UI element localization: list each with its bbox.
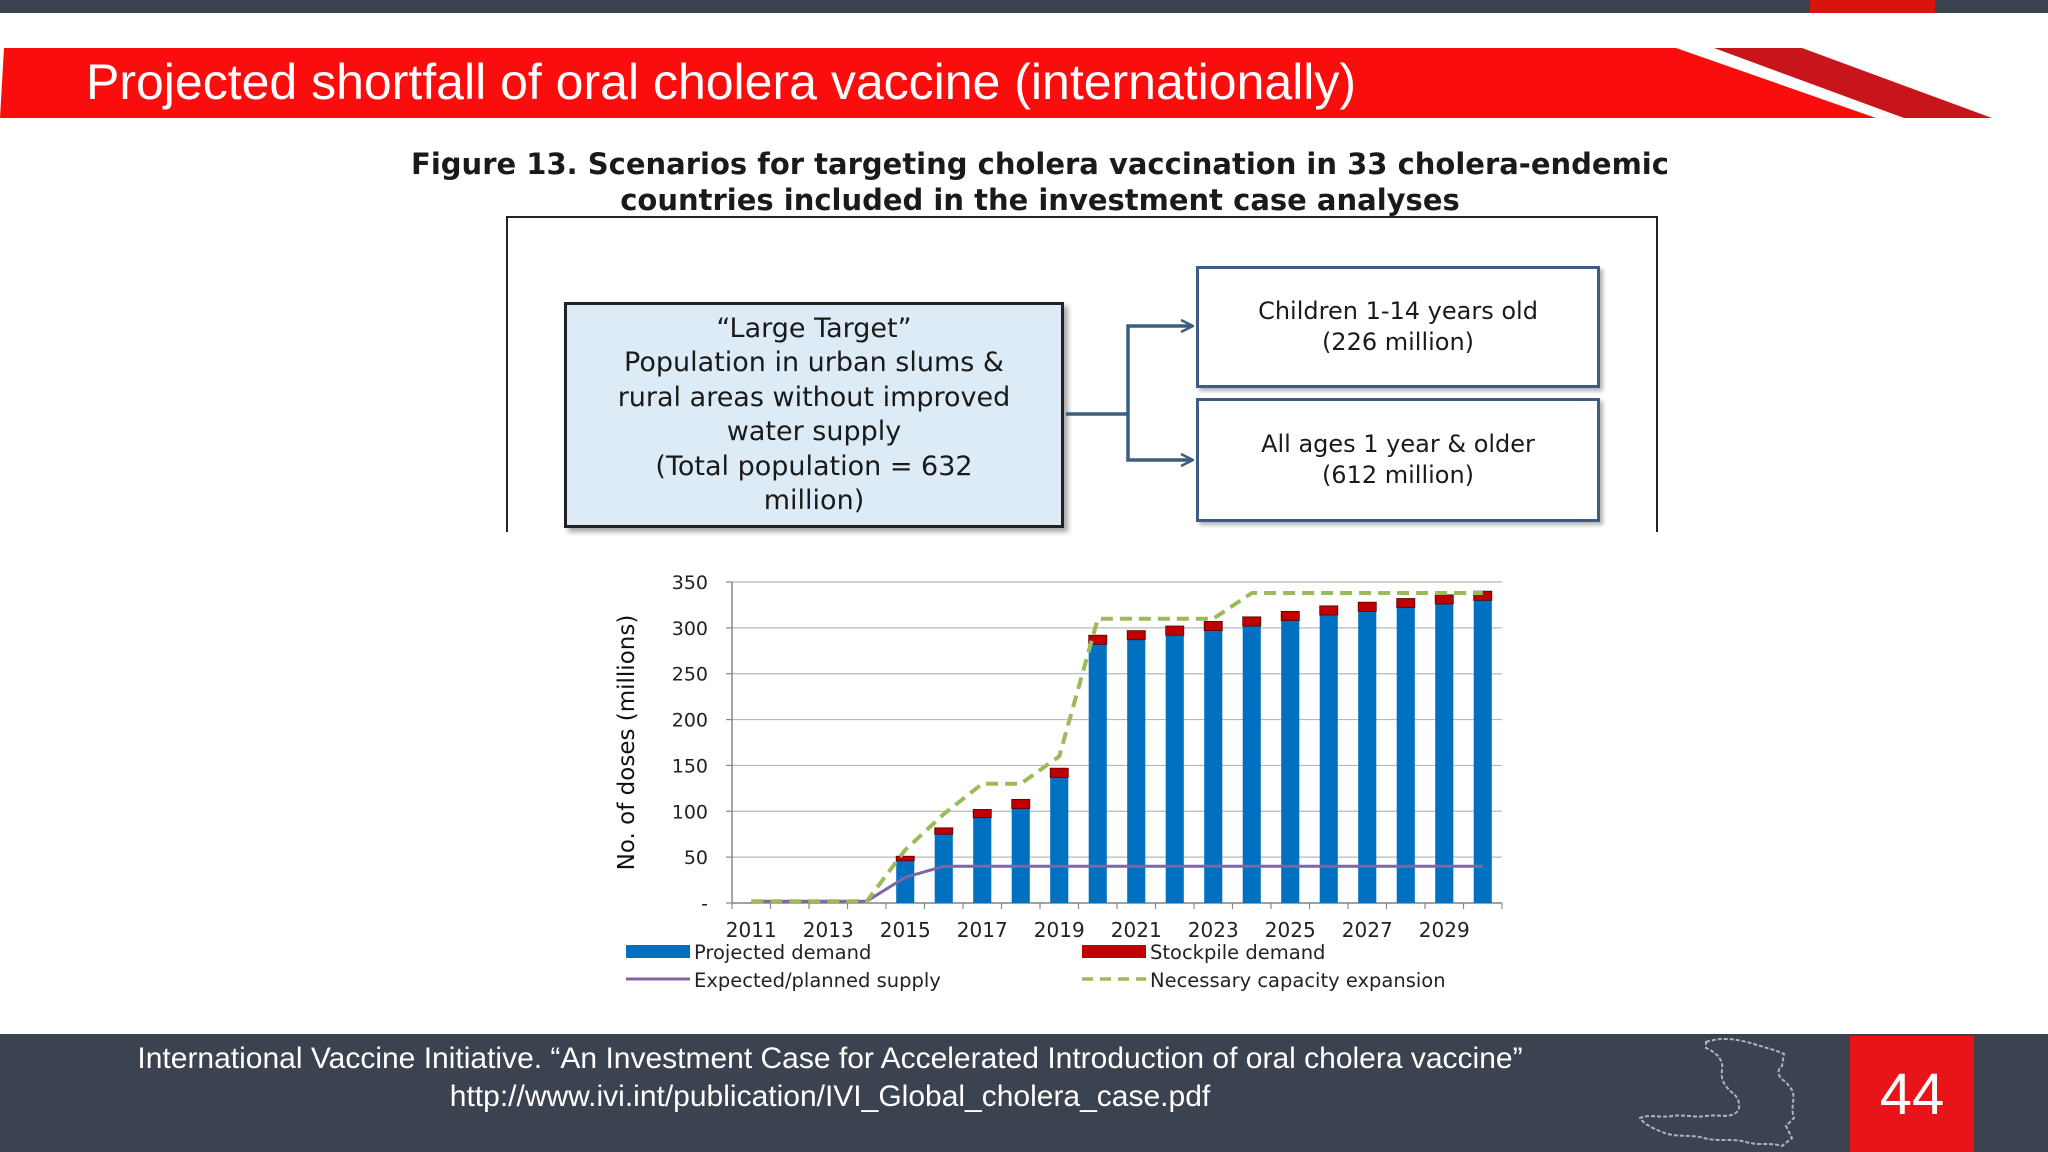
y-tick-label: 150 <box>672 755 708 777</box>
bar-projected-demand <box>1050 777 1069 903</box>
bar-stockpile-demand <box>895 855 915 862</box>
footer-citation: International Vaccine Initiative. “An In… <box>60 1040 1600 1116</box>
bar-stockpile-demand <box>934 827 954 835</box>
footer-bar <box>0 1034 2048 1152</box>
children-box: Children 1-14 years old (226 million) <box>1196 266 1600 388</box>
bar-projected-demand <box>1358 611 1377 903</box>
legend-swatch <box>1082 945 1146 958</box>
slide-title: Projected shortfall of oral cholera vacc… <box>86 54 1357 110</box>
bar-stockpile-demand <box>1088 634 1108 645</box>
bar-stockpile-demand <box>1280 610 1300 621</box>
bar-projected-demand <box>1435 604 1454 903</box>
bar-stockpile-demand <box>1357 601 1377 612</box>
figure-title-line-1: Figure 13. Scenarios for targeting chole… <box>411 147 1669 181</box>
connector-branch-top <box>1126 326 1192 414</box>
legend-swatch <box>626 945 690 958</box>
legend-label: Stockpile demand <box>1150 941 1325 964</box>
y-tick-label: 200 <box>672 710 708 732</box>
bar-projected-demand <box>1011 808 1030 903</box>
vaccine-demand-chart: - 50 100 150 200 250 300 350 2011 2013 2015 2017 201… <box>614 572 1503 992</box>
figure-title: Figure 13. Scenarios for targeting chole… <box>300 146 1780 218</box>
bar-stockpile-demand <box>1319 605 1339 616</box>
large-target-line: “Large Target” <box>716 312 912 344</box>
legend-label: Necessary capacity expansion <box>1150 969 1446 992</box>
figure-title-line-2: countries included in the investment cas… <box>620 183 1460 217</box>
x-tick-label: 2013 <box>803 918 854 942</box>
x-tick-label: 2015 <box>880 918 931 942</box>
x-tick-label: 2025 <box>1265 918 1316 942</box>
x-tick-label: 2027 <box>1342 918 1393 942</box>
y-tick-label: 300 <box>672 618 708 640</box>
title-banner-stripe <box>1714 48 1992 118</box>
all-ages-line: All ages 1 year & older <box>1261 430 1535 458</box>
x-tick-label: 2017 <box>957 918 1008 942</box>
bar-stockpile-demand <box>972 809 992 819</box>
line-expected-planned-supply <box>751 864 1483 903</box>
bar-stockpile-demand <box>1049 767 1069 778</box>
bar-projected-demand <box>1088 644 1107 903</box>
bar-projected-demand <box>1396 607 1415 903</box>
x-tick-label: 2011 <box>726 918 777 942</box>
bar-projected-demand <box>1473 600 1492 903</box>
title-banner-red <box>0 48 1876 118</box>
bar-stockpile-demand <box>1396 598 1416 609</box>
y-tick-label: 350 <box>672 572 708 594</box>
diagram-frame <box>506 216 1658 532</box>
children-line: (226 million) <box>1321 328 1475 356</box>
bar-projected-demand <box>1165 635 1184 903</box>
bar-projected-demand <box>934 834 953 903</box>
x-tick-label: 2019 <box>1034 918 1085 942</box>
large-target-line: (Total population = 632 <box>655 450 973 482</box>
bar-stockpile-demand <box>1242 616 1262 627</box>
all-ages-line: (612 million) <box>1321 461 1475 489</box>
bar-projected-demand <box>896 860 915 903</box>
large-target-line: million) <box>763 485 865 516</box>
footer-citation-line: International Vaccine Initiative. “An In… <box>137 1042 1523 1075</box>
bar-projected-demand <box>1204 630 1223 903</box>
bar-projected-demand <box>1242 626 1261 903</box>
page-number: 44 <box>1850 1036 1974 1152</box>
haiti-map-icon <box>1638 1037 1796 1148</box>
diagram-connectors <box>1066 0 2048 560</box>
y-tick-label: - <box>701 893 708 915</box>
children-line: Children 1-14 years old <box>1258 297 1538 325</box>
bar-projected-demand <box>973 817 992 903</box>
bar-stockpile-demand <box>1434 594 1454 605</box>
bar-projected-demand <box>1319 615 1338 903</box>
footer-url: http://www.ivi.int/publication/IVI_Globa… <box>449 1080 1211 1113</box>
top-bar <box>0 0 2048 13</box>
y-tick-label: 50 <box>684 847 708 869</box>
top-bar-accent <box>1810 0 1935 13</box>
title-banner <box>0 48 1992 118</box>
large-target-line: rural areas without improved <box>617 381 1011 413</box>
bar-stockpile-demand <box>1165 625 1185 636</box>
large-target-line: Population in urban slums & <box>624 347 1004 378</box>
legend-label: Projected demand <box>694 941 871 964</box>
connector-branch-bottom <box>1126 414 1192 460</box>
x-tick-label: 2029 <box>1419 918 1470 942</box>
x-tick-label: 2023 <box>1188 918 1239 942</box>
y-axis-label: No. of doses (millions) <box>614 615 640 871</box>
bar-projected-demand <box>1127 639 1146 903</box>
large-target-box: “Large Target” Population in urban slums… <box>564 302 1064 528</box>
large-target-line: water supply <box>726 416 902 447</box>
y-tick-label: 250 <box>672 664 708 686</box>
x-tick-label: 2021 <box>1111 918 1162 942</box>
legend-label: Expected/planned supply <box>694 969 941 992</box>
bar-stockpile-demand <box>1126 630 1146 641</box>
bar-projected-demand <box>1281 620 1300 903</box>
line-necessary-capacity-expansion <box>751 591 1483 904</box>
bar-stockpile-demand <box>1203 621 1223 632</box>
all-ages-box: All ages 1 year & older (612 million) <box>1196 398 1600 522</box>
bar-stockpile-demand <box>1011 798 1031 809</box>
y-tick-label: 100 <box>672 801 708 823</box>
